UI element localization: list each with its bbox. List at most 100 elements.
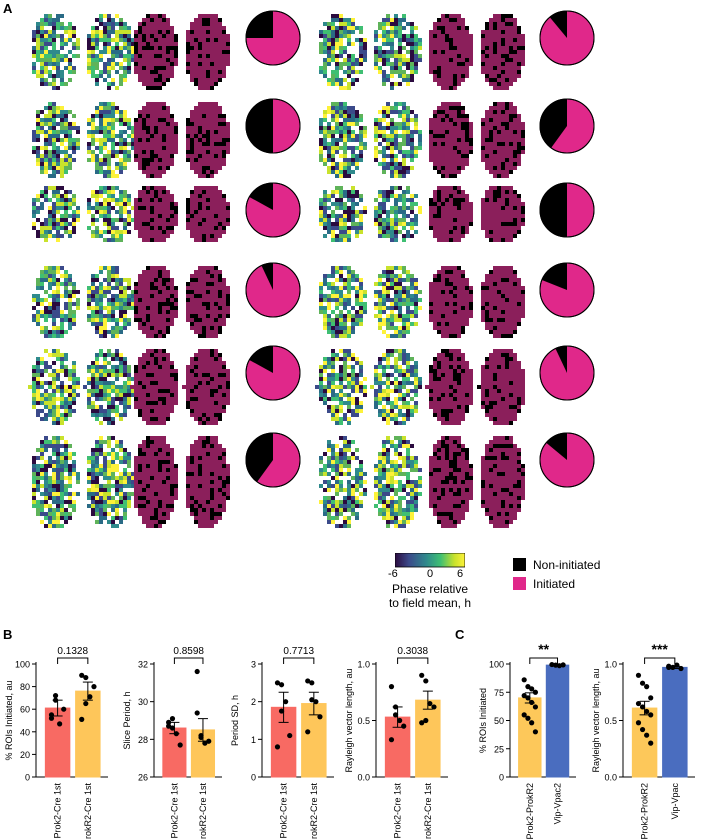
data-point: [529, 720, 535, 726]
y-tick-label: 32: [138, 660, 148, 670]
data-point: [423, 678, 429, 684]
data-point: [79, 672, 85, 678]
y-axis-label: Slice Period, h: [122, 691, 132, 749]
x-tick-label: Vip-Vpac2: [553, 783, 563, 824]
initiation-pie: [539, 182, 595, 238]
bar: [415, 699, 441, 778]
x-tick-label: Prok2-Cre 1st: [279, 783, 289, 839]
initiation-legend: Non-initiated Initiated: [513, 555, 600, 593]
initiation-pie: [539, 10, 595, 66]
phase-map: [319, 186, 422, 242]
data-point: [166, 723, 172, 729]
initiation-pie: [245, 432, 301, 488]
data-point: [194, 668, 200, 675]
data-point: [644, 708, 650, 715]
bar: [545, 664, 570, 778]
colorbar-tick-mid: 0: [427, 568, 434, 580]
data-point: [392, 712, 399, 718]
initiation-pie: [245, 345, 301, 401]
p-value-label: **: [538, 641, 549, 657]
data-point: [83, 674, 89, 681]
chart-rois-initiated-b: 0 20 40 60 80 100% ROIs Initiated, au Prok2-Cr…: [4, 646, 108, 839]
data-point: [397, 717, 403, 724]
pie-slice-non-initiated: [246, 11, 273, 38]
initiation-pie: [539, 98, 595, 154]
data-point: [52, 697, 59, 703]
data-point: [79, 716, 85, 722]
x-tick-label: Prok2-Cre 1st: [169, 783, 179, 839]
y-tick-label: 2: [251, 697, 256, 707]
initiation-pie: [245, 98, 301, 154]
initiation-map: [425, 349, 525, 425]
phase-map: [32, 14, 135, 90]
data-point: [521, 677, 527, 683]
legend-label-non-initiated: Non-initiated: [533, 557, 601, 572]
initiation-map: [130, 349, 230, 425]
data-point: [644, 684, 650, 690]
y-tick-label: 25: [494, 744, 504, 754]
y-axis-label: % ROIs Initiated: [478, 688, 488, 753]
data-point: [202, 740, 208, 746]
data-point: [639, 680, 646, 686]
p-value-label: 0.1328: [57, 646, 88, 657]
phase-map: [32, 436, 135, 528]
y-tick-label: 0: [25, 773, 30, 783]
data-point: [532, 729, 539, 735]
data-point: [648, 695, 654, 701]
y-tick-label: 0.0: [357, 773, 370, 783]
colorbar-label-line2: to field mean, h: [388, 596, 472, 610]
data-point: [313, 699, 319, 705]
initiation-pie: [245, 182, 301, 238]
data-point: [635, 700, 642, 707]
data-point: [173, 731, 179, 737]
y-tick-label: 80: [20, 682, 30, 692]
y-axis-label: Rayleigh vector length, au: [591, 668, 601, 772]
y-tick-label: 0: [499, 773, 504, 783]
data-point: [670, 664, 676, 670]
x-tick-label: Prok2-Cre 1st: [53, 783, 63, 839]
data-point: [206, 738, 212, 744]
data-point: [177, 742, 183, 748]
initiation-pie: [539, 432, 595, 488]
y-axis-label: % ROIs Initiated, au: [4, 680, 14, 760]
pie-slice-non-initiated: [245, 433, 273, 482]
data-point: [278, 682, 285, 688]
p-value-label: 0.8598: [173, 646, 204, 657]
x-tick-label: ProkR2-Cre 1st: [198, 783, 208, 839]
initiation-map: [134, 102, 230, 178]
significance-bracket: [283, 657, 315, 664]
data-point: [388, 737, 395, 743]
significance-bracket: [644, 657, 676, 664]
y-tick-label: 100: [489, 660, 504, 670]
phase-colorbar: [395, 553, 465, 568]
y-tick-label: 1.0: [604, 660, 617, 670]
data-point: [169, 725, 176, 731]
initiation-map: [429, 14, 525, 90]
phase-map: [32, 186, 135, 242]
initiation-map: [134, 266, 230, 338]
phase-map: [319, 102, 422, 178]
initiation-map: [429, 266, 525, 338]
slice-maps-figure: [28, 10, 595, 528]
data-point: [305, 729, 311, 735]
initiation-pie: [245, 10, 301, 66]
y-tick-label: 1.0: [357, 660, 370, 670]
data-point: [431, 704, 437, 710]
data-point: [61, 706, 67, 712]
data-point: [401, 723, 407, 729]
data-point: [392, 704, 399, 710]
data-point: [532, 704, 539, 710]
panel-label-b: B: [3, 627, 13, 642]
legend-item-initiated: Initiated: [513, 574, 600, 593]
data-point: [283, 699, 289, 705]
data-point: [169, 716, 176, 722]
data-point: [521, 693, 527, 699]
p-value-label: ***: [652, 641, 669, 657]
data-point: [419, 672, 425, 678]
data-point: [648, 740, 654, 746]
data-point: [48, 712, 55, 718]
data-point: [427, 700, 433, 707]
data-point: [666, 664, 672, 670]
initiation-map: [429, 102, 525, 178]
